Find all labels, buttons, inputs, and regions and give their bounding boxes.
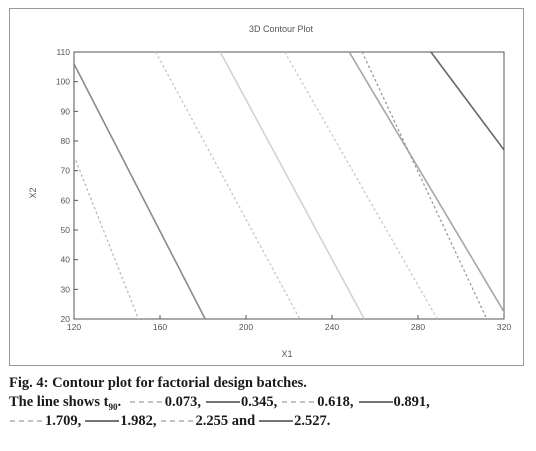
solid-line-icon: [85, 420, 120, 422]
caption-legend-item: 1.982,: [84, 413, 157, 429]
contour-line-1-982: [348, 52, 504, 314]
contour-line-0-618: [155, 52, 301, 319]
y-tick-label: 90: [61, 106, 71, 116]
caption-fig-label: Fig. 4: Contour plot for factorial desig…: [9, 375, 307, 391]
caption-legend-value: 2.527.: [294, 413, 331, 429]
solid-line-icon: [259, 420, 294, 422]
caption-legend-item: 0.618,: [281, 394, 354, 410]
caption-legend-value: 0.891,: [393, 394, 430, 410]
x-tick-label: 280: [411, 322, 425, 332]
y-tick-label: 100: [56, 77, 70, 87]
caption-title-row: Fig. 4: Contour plot for factorial desig…: [9, 374, 529, 393]
chart-title: 3D Contour Plot: [249, 24, 314, 34]
contour-plot: 3D Contour Plot 120 160 200 240 280 320 20 30 4…: [28, 24, 511, 359]
dashed-line-icon: [282, 401, 317, 403]
y-tick-label: 80: [61, 136, 71, 146]
plot-area: [73, 51, 505, 320]
figure-frame: [9, 8, 524, 366]
x-tick-label: 120: [67, 322, 81, 332]
caption-legend-item: 0.073,: [129, 394, 201, 410]
contour-line-0-073: [74, 155, 140, 319]
solid-line-icon: [358, 401, 393, 403]
contour-line-0-891: [219, 52, 366, 319]
dashed-line-icon: [129, 401, 164, 403]
caption-legend-row-2: 1.709, 1.982, 2.255 and 2.527.: [9, 412, 529, 431]
y-tick-label: 50: [61, 225, 71, 235]
dashed-line-icon: [160, 420, 195, 422]
caption-legend-value: 0.618,: [317, 394, 354, 410]
y-tick-label: 20: [61, 314, 71, 324]
caption-legend-item: 0.891,: [358, 394, 430, 410]
caption-legend-value: 1.982,: [120, 413, 157, 429]
caption-subscript: 90: [108, 401, 118, 412]
x-tick-label: 320: [497, 322, 511, 332]
y-tick-label: 60: [61, 195, 71, 205]
y-tick-label: 40: [61, 255, 71, 265]
y-tick-label: 70: [61, 166, 71, 176]
caption-legend-value: 2.255 and: [195, 413, 256, 429]
y-axis-label: X2: [28, 187, 38, 198]
y-tick-label: 110: [56, 47, 70, 57]
caption-legend-value: 0.073,: [164, 394, 202, 410]
solid-line-icon: [206, 401, 241, 403]
contour-line-0-345: [74, 63, 206, 319]
x-tick-label: 240: [325, 322, 339, 332]
x-tick-label: 160: [153, 322, 167, 332]
contour-line-1-709: [284, 52, 438, 319]
caption-legend-item: 2.255 and: [160, 413, 256, 429]
caption-legend-value: 0.345,: [241, 394, 278, 410]
caption-legend-item: 1.709,: [9, 413, 81, 429]
caption-legend-item: 0.345,: [205, 394, 277, 410]
caption-prefix: The line shows t: [9, 394, 109, 410]
x-axis-label: X1: [281, 349, 292, 359]
figure-caption: Fig. 4: Contour plot for factorial desig…: [9, 374, 529, 431]
caption-legend-row-1: The line shows t90. 0.073, 0.345, 0.618, 0.…: [9, 394, 430, 412]
dashed-line-icon: [10, 420, 44, 422]
caption-legend-item: 2.527.: [258, 413, 330, 429]
y-tick-label: 30: [61, 284, 71, 294]
x-tick-label: 200: [239, 322, 253, 332]
contour-line-2-255: [361, 52, 488, 319]
contour-line-2-527: [430, 52, 504, 151]
caption-legend-value: 1.709,: [45, 413, 82, 429]
